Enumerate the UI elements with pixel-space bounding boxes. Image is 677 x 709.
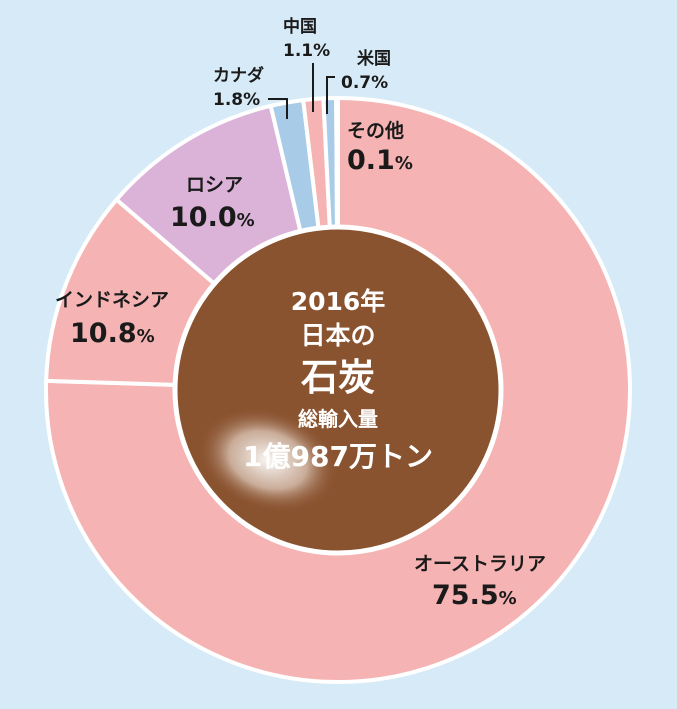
label-china-value: 1.1% <box>283 41 330 61</box>
label-indonesia: インドネシア 10.8% <box>55 289 169 349</box>
label-other-value: 0.1% <box>347 145 413 176</box>
label-canada-name: カナダ <box>213 65 264 86</box>
label-canada-value: 1.8% <box>213 90 260 110</box>
center-subtitle: 総輸入量 <box>298 407 378 431</box>
center-country: 日本の <box>300 321 375 350</box>
slice-6 <box>334 96 340 230</box>
center-total: 1億987万トン <box>243 440 433 473</box>
label-usa-name: 米国 <box>357 48 391 69</box>
label-indonesia-value: 10.8% <box>70 318 155 349</box>
label-australia-name: オーストラリア <box>414 553 546 575</box>
label-usa: 米国 0.7% <box>326 48 391 114</box>
leader-usa <box>326 76 335 114</box>
label-canada: カナダ 1.8% <box>213 65 288 119</box>
label-australia-value: 75.5% <box>432 580 517 611</box>
label-china-name: 中国 <box>283 16 317 37</box>
label-other: その他 0.1% <box>347 119 413 176</box>
label-russia-name: ロシア <box>186 174 243 196</box>
label-other-name: その他 <box>347 119 404 142</box>
label-usa-value: 0.7% <box>341 73 388 93</box>
center-year: 2016年 <box>291 287 386 316</box>
leader-canada <box>268 98 288 119</box>
label-china: 中国 1.1% <box>283 16 330 112</box>
label-russia: ロシア 10.0% <box>170 174 255 233</box>
label-indonesia-name: インドネシア <box>55 289 169 311</box>
center-title: 石炭 <box>300 356 375 399</box>
label-australia: オーストラリア 75.5% <box>414 553 546 611</box>
label-russia-value: 10.0% <box>170 202 255 233</box>
center-highlight <box>197 407 339 513</box>
